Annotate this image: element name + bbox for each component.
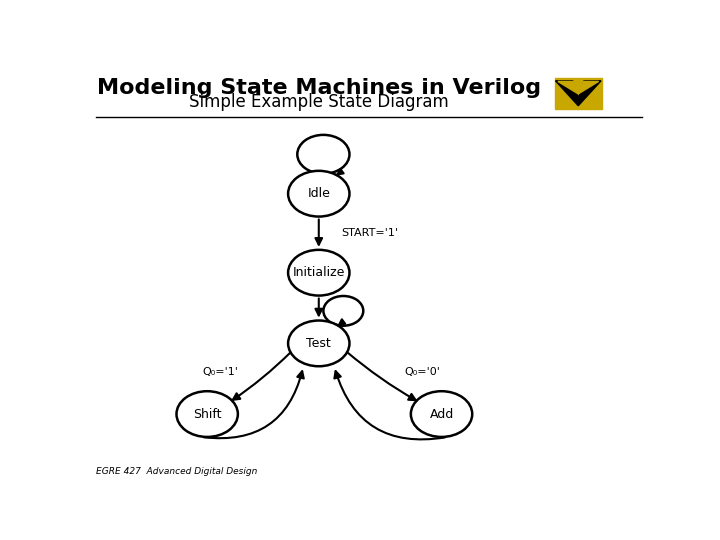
Text: Shift: Shift [193,408,222,421]
Bar [554,78,602,110]
Circle shape [288,321,349,366]
Circle shape [288,250,349,295]
Text: Q₀='0': Q₀='0' [405,367,441,377]
Text: Add: Add [429,408,454,421]
Text: Test: Test [307,337,331,350]
Circle shape [411,391,472,437]
Text: START='1': START='1' [341,228,398,238]
Text: Initialize: Initialize [292,266,345,279]
Polygon shape [556,81,601,106]
Text: EGRE 427  Advanced Digital Design: EGRE 427 Advanced Digital Design [96,468,257,476]
Text: Simple Example State Diagram: Simple Example State Diagram [189,93,449,111]
Circle shape [176,391,238,437]
Text: Q₀='1': Q₀='1' [202,367,238,377]
Text: Modeling State Machines in Verilog: Modeling State Machines in Verilog [96,78,541,98]
Circle shape [288,171,349,217]
Polygon shape [558,82,598,94]
Text: Idle: Idle [307,187,330,200]
